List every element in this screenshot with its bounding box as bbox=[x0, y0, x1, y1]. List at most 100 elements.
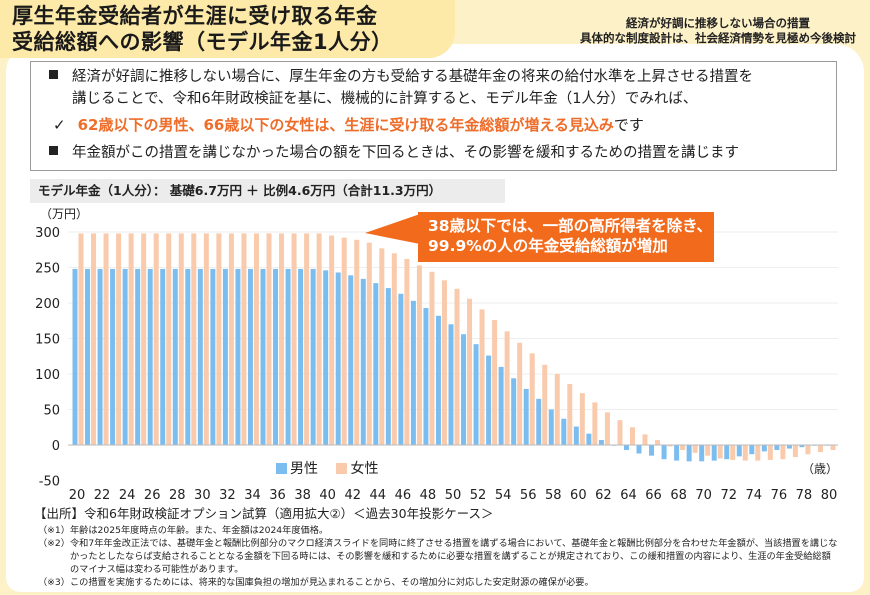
legend-swatch-female bbox=[336, 463, 348, 474]
legend-label-male: 男性 bbox=[290, 461, 318, 477]
check-item: ✓ 62歳以下の男性、66歳以下の女性は、生涯に受け取る年金総額が増える見込みです bbox=[53, 114, 644, 136]
bar-female bbox=[116, 233, 122, 445]
x-tick-label: 30 bbox=[194, 488, 211, 503]
bar-female bbox=[454, 288, 460, 445]
bar-female bbox=[567, 383, 573, 445]
y-axis-unit: （万円） bbox=[40, 207, 89, 221]
bar-female bbox=[592, 402, 598, 445]
x-tick-label: 78 bbox=[796, 488, 813, 503]
bar-female bbox=[141, 233, 147, 445]
bar-male bbox=[523, 388, 529, 445]
bullet-1-line-1: 経済が好調に推移しない場合に、厚生年金の方も受給する基礎年金の将来の給付水準を上… bbox=[72, 69, 754, 85]
bar-male bbox=[623, 445, 629, 450]
y-tick-label: 300 bbox=[35, 226, 60, 241]
bar-male bbox=[285, 268, 291, 445]
bar-male bbox=[774, 445, 780, 450]
bar-female bbox=[667, 445, 673, 447]
bullet-1: 経済が好調に推移しない場合に、厚生年金の方も受給する基礎年金の将来の給付水準を上… bbox=[49, 66, 753, 88]
x-tick-label: 80 bbox=[821, 488, 838, 503]
bar-male bbox=[398, 293, 404, 445]
bar-male bbox=[661, 445, 667, 460]
bar-female bbox=[366, 242, 372, 445]
bar-male bbox=[323, 270, 329, 445]
bar-female bbox=[441, 280, 447, 445]
bar-female bbox=[629, 427, 635, 445]
x-tick-label: 60 bbox=[570, 488, 587, 503]
bar-female bbox=[617, 420, 623, 445]
bar-male bbox=[423, 307, 429, 445]
bar-male bbox=[122, 268, 128, 445]
x-tick-label: 72 bbox=[720, 488, 737, 503]
footnote: （※2） 令和7年年金改正法では、基礎年金と報酬比例部分のマクロ経済スライドを同時… bbox=[38, 537, 838, 576]
bar-female bbox=[279, 233, 285, 445]
footnote-key: （※3） bbox=[38, 577, 70, 588]
bar-male bbox=[536, 398, 542, 445]
bar-female bbox=[203, 233, 209, 445]
bar-male bbox=[699, 445, 705, 462]
x-tick-label: 70 bbox=[695, 488, 712, 503]
bar-female bbox=[492, 320, 498, 445]
bar-female bbox=[830, 445, 836, 450]
bar-female bbox=[542, 364, 548, 445]
footnote: （※3） この措置を実施するためには、将来的な国庫負担の増加が見込まれることから、… bbox=[38, 576, 838, 589]
y-tick-label: 50 bbox=[43, 404, 60, 419]
bar-female bbox=[579, 393, 585, 445]
x-tick-label: 42 bbox=[344, 488, 361, 503]
x-tick-label: 24 bbox=[119, 488, 136, 503]
bar-female bbox=[467, 298, 473, 445]
callout-line-1: 38歳以下では、一部の高所得者を除き、 bbox=[428, 217, 712, 235]
legend: 男性 女性 bbox=[276, 458, 378, 478]
legend-swatch-male bbox=[276, 463, 287, 474]
bar-male bbox=[799, 445, 805, 448]
bar-female bbox=[767, 445, 773, 460]
bar-female bbox=[730, 445, 736, 460]
bullet-1-line-2: 講じることで、令和6年財政検証を基に、機械的に計算すると、モデル年金（1人分）で… bbox=[72, 91, 698, 107]
footnote: （※1） 年齢は2025年度時点の年齢。また、年金額は2024年度価格。 bbox=[38, 524, 838, 537]
title-box: 厚生年金受給者が生涯に受け取る年金 受給総額への影響（モデル年金1人分） bbox=[0, 0, 455, 58]
bar-female bbox=[780, 445, 786, 460]
x-tick-label: 46 bbox=[395, 488, 412, 503]
footnote-text: 年齢は2025年度時点の年齢。また、年金額は2024年度価格。 bbox=[70, 525, 329, 536]
summary-box: 経済が好調に推移しない場合に、厚生年金の方も受給する基礎年金の将来の給付水準を上… bbox=[30, 61, 837, 171]
bar-male bbox=[649, 445, 655, 456]
bar-female bbox=[717, 445, 723, 459]
bar-male bbox=[410, 300, 416, 445]
bar-male bbox=[435, 315, 441, 445]
x-tick-label: 76 bbox=[771, 488, 788, 503]
y-tick-label: 0 bbox=[52, 439, 60, 454]
bar-male bbox=[674, 445, 680, 461]
bar-male bbox=[247, 268, 253, 445]
bar-female bbox=[504, 331, 510, 445]
bar-female bbox=[128, 233, 134, 445]
x-tick-label: 44 bbox=[370, 488, 387, 503]
bar-male bbox=[486, 355, 492, 445]
x-tick-label: 52 bbox=[470, 488, 487, 503]
bar-male bbox=[97, 268, 103, 445]
bar-female bbox=[479, 309, 485, 445]
bar-male bbox=[72, 268, 78, 445]
bar-female bbox=[103, 233, 109, 445]
x-tick-label: 22 bbox=[94, 488, 111, 503]
x-tick-label: 26 bbox=[144, 488, 161, 503]
bar-female bbox=[304, 233, 310, 445]
bar-female bbox=[655, 440, 661, 445]
bar-female bbox=[266, 233, 272, 445]
bar-male bbox=[172, 268, 178, 445]
bullet-2: 年金額がこの措置を講じなかった場合の額を下回るときは、その影響を緩和するための措… bbox=[49, 142, 739, 164]
x-tick-label: 48 bbox=[420, 488, 437, 503]
x-tick-label: 58 bbox=[545, 488, 562, 503]
bullet-2-text: 年金額がこの措置を講じなかった場合の額を下回るときは、その影響を緩和するための措… bbox=[72, 145, 739, 161]
bar-male bbox=[160, 268, 166, 445]
callout-line-2: 99.9%の人の年金受給総額が増加 bbox=[428, 237, 668, 255]
square-bullet-icon bbox=[49, 70, 58, 79]
footnote-text: 令和7年年金改正法では、基礎年金と報酬比例部分のマクロ経済スライドを同時に終了さ… bbox=[70, 538, 838, 575]
bar-female bbox=[91, 233, 97, 445]
bar-female bbox=[742, 445, 748, 461]
bar-male bbox=[686, 445, 692, 462]
x-axis-unit: （歳） bbox=[802, 462, 839, 476]
footnote-key: （※2） bbox=[38, 538, 70, 549]
bar-male bbox=[385, 288, 391, 445]
bar-female bbox=[642, 434, 648, 445]
bar-female bbox=[354, 239, 360, 445]
bar-female bbox=[253, 233, 259, 445]
